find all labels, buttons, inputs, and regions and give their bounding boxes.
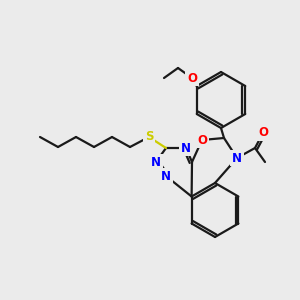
Text: N: N [151,155,161,169]
Text: O: O [197,134,207,146]
Text: O: O [187,71,197,85]
Text: S: S [145,130,153,143]
Text: N: N [161,169,171,182]
Text: N: N [181,142,191,154]
Text: O: O [258,127,268,140]
Text: N: N [232,152,242,164]
